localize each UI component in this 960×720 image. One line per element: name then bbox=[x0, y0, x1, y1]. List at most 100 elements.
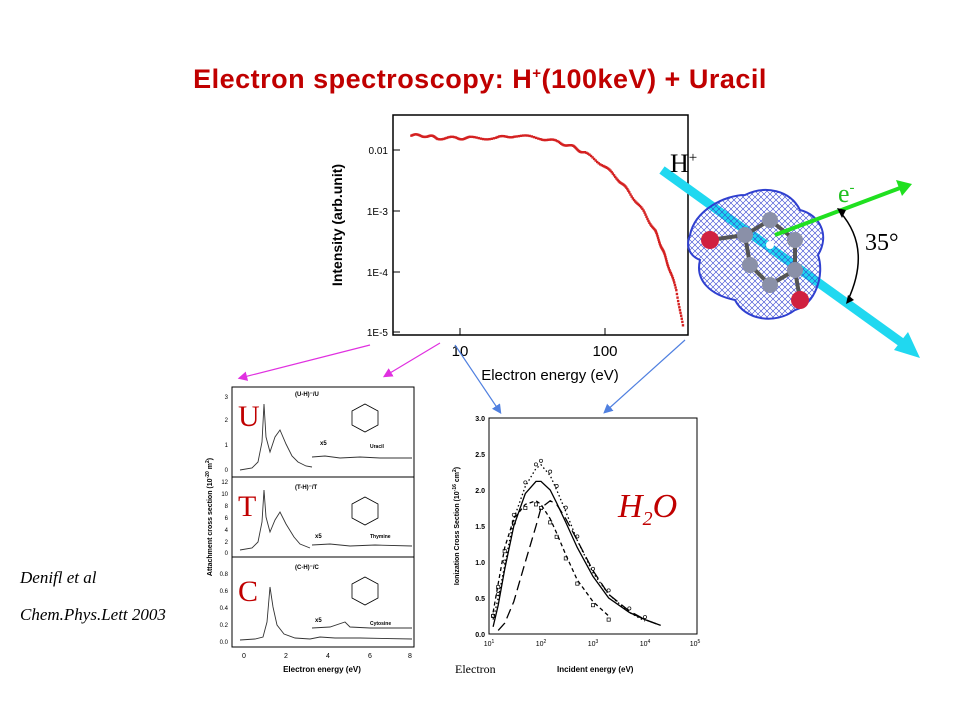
series-marker bbox=[496, 585, 501, 590]
water-chart: 0.0 0.5 1.0 1.5 2.0 2.5 3.0 101 102 103 … bbox=[452, 416, 701, 676]
main-chart-ylabel: Intensity (arb.unit) bbox=[329, 164, 345, 286]
data-point bbox=[540, 138, 544, 141]
title-suffix: (100keV) + Uracil bbox=[541, 64, 767, 94]
data-point bbox=[537, 137, 540, 140]
data-point bbox=[666, 265, 670, 268]
data-point bbox=[521, 134, 525, 137]
uracil-molecule bbox=[701, 212, 809, 309]
svg-text:2: 2 bbox=[225, 540, 229, 546]
series-marker bbox=[606, 617, 611, 622]
data-point bbox=[668, 268, 671, 272]
data-point bbox=[656, 234, 659, 238]
svg-text:102: 102 bbox=[536, 639, 547, 648]
data-point bbox=[477, 136, 480, 140]
data-point bbox=[471, 135, 474, 139]
data-point bbox=[674, 286, 677, 289]
panel-c-scale: x5 bbox=[315, 618, 322, 624]
attachment-y-ticks: 0 1 2 3 0 2 4 6 8 10 12 0.0 0.2 0.4 0.6 … bbox=[220, 395, 229, 646]
data-point bbox=[450, 135, 453, 139]
data-point bbox=[528, 134, 531, 138]
series-marker bbox=[502, 559, 507, 564]
data-point bbox=[669, 271, 673, 275]
data-point bbox=[496, 135, 499, 139]
water-chart-series bbox=[491, 458, 661, 631]
data-point bbox=[681, 324, 685, 327]
y-tick-label: 1E-5 bbox=[367, 328, 389, 339]
data-point bbox=[585, 151, 588, 155]
svg-text:2: 2 bbox=[225, 418, 229, 424]
data-point bbox=[505, 135, 509, 138]
series-marker bbox=[591, 603, 595, 608]
structure-glyphs bbox=[351, 403, 379, 606]
data-point bbox=[524, 134, 527, 137]
panel-letter-c: C bbox=[238, 575, 259, 608]
data-point bbox=[507, 135, 510, 139]
data-point bbox=[628, 191, 631, 194]
data-point bbox=[648, 221, 651, 225]
svg-text:12: 12 bbox=[221, 480, 228, 486]
data-point bbox=[597, 162, 600, 165]
data-point bbox=[658, 240, 661, 244]
data-point bbox=[610, 170, 613, 174]
svg-text:0.2: 0.2 bbox=[220, 623, 229, 629]
data-point bbox=[624, 185, 627, 188]
data-point bbox=[659, 243, 662, 247]
data-point bbox=[543, 138, 547, 142]
data-point bbox=[440, 138, 444, 141]
data-point bbox=[481, 137, 485, 141]
panel-t-scale: x5 bbox=[315, 534, 322, 540]
svg-text:4: 4 bbox=[225, 528, 229, 534]
water-chart-frame bbox=[488, 417, 698, 635]
svg-text:2.0: 2.0 bbox=[475, 488, 485, 495]
data-point bbox=[625, 186, 628, 189]
svg-text:1.5: 1.5 bbox=[475, 524, 485, 531]
svg-text:1: 1 bbox=[225, 443, 229, 449]
slide-title: Electron spectroscopy: H+(100keV) + Urac… bbox=[0, 64, 960, 95]
svg-text:3.0: 3.0 bbox=[475, 416, 485, 423]
svg-text:104: 104 bbox=[640, 639, 651, 648]
data-point bbox=[612, 174, 616, 177]
data-point bbox=[513, 135, 516, 138]
attachment-chart: (U-H)⁻/U (T-H)⁻/T (C-H)⁻/C x5 x5 x5 Urac… bbox=[205, 386, 415, 674]
electron-label: e- bbox=[838, 179, 855, 208]
attachment-ylabel: Attachment cross section (10-20 m2) bbox=[205, 458, 214, 576]
series-marker bbox=[511, 512, 516, 517]
data-point bbox=[647, 219, 650, 223]
data-point bbox=[510, 136, 513, 139]
data-point bbox=[609, 169, 612, 172]
y-tick-label: 1E-4 bbox=[367, 268, 389, 279]
data-point bbox=[681, 320, 684, 324]
series-marker bbox=[563, 556, 568, 561]
data-point bbox=[677, 303, 680, 306]
data-point bbox=[673, 283, 677, 287]
data-point bbox=[630, 195, 633, 198]
data-point bbox=[615, 177, 618, 180]
attachment-x-ticks: 0 2 4 6 8 bbox=[242, 653, 412, 660]
schematic: H+ e- 35° bbox=[659, 149, 920, 358]
electron-arrowhead bbox=[896, 180, 912, 196]
data-point bbox=[640, 206, 643, 209]
svg-text:0.6: 0.6 bbox=[220, 589, 229, 595]
svg-text:4: 4 bbox=[326, 653, 330, 660]
water-y-ticks: 0.0 0.5 1.0 1.5 2.0 2.5 3.0 bbox=[475, 416, 485, 639]
data-point bbox=[484, 138, 487, 141]
data-point bbox=[642, 209, 645, 212]
svg-text:8: 8 bbox=[408, 653, 412, 660]
data-point bbox=[492, 137, 496, 140]
data-point bbox=[672, 279, 675, 282]
svg-text:10: 10 bbox=[221, 492, 228, 498]
data-point bbox=[665, 260, 668, 263]
panel-c-molecule: Cytosine bbox=[370, 621, 391, 627]
data-point bbox=[644, 213, 647, 216]
main-chart: 0.01 1E-3 1E-4 1E-5 10 100 Electron ener… bbox=[329, 114, 689, 384]
series-marker bbox=[591, 566, 595, 571]
data-point bbox=[670, 273, 673, 276]
data-point bbox=[680, 317, 683, 320]
data-point bbox=[546, 138, 550, 142]
series-marker bbox=[606, 588, 611, 593]
data-point bbox=[599, 163, 602, 166]
main-chart-data-points bbox=[410, 133, 685, 327]
data-point bbox=[439, 138, 442, 141]
data-point bbox=[646, 217, 649, 221]
